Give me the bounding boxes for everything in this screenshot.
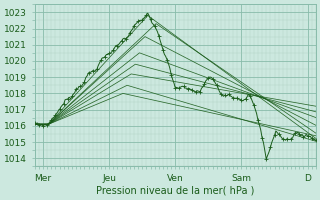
X-axis label: Pression niveau de la mer( hPa ): Pression niveau de la mer( hPa ) xyxy=(96,186,254,196)
